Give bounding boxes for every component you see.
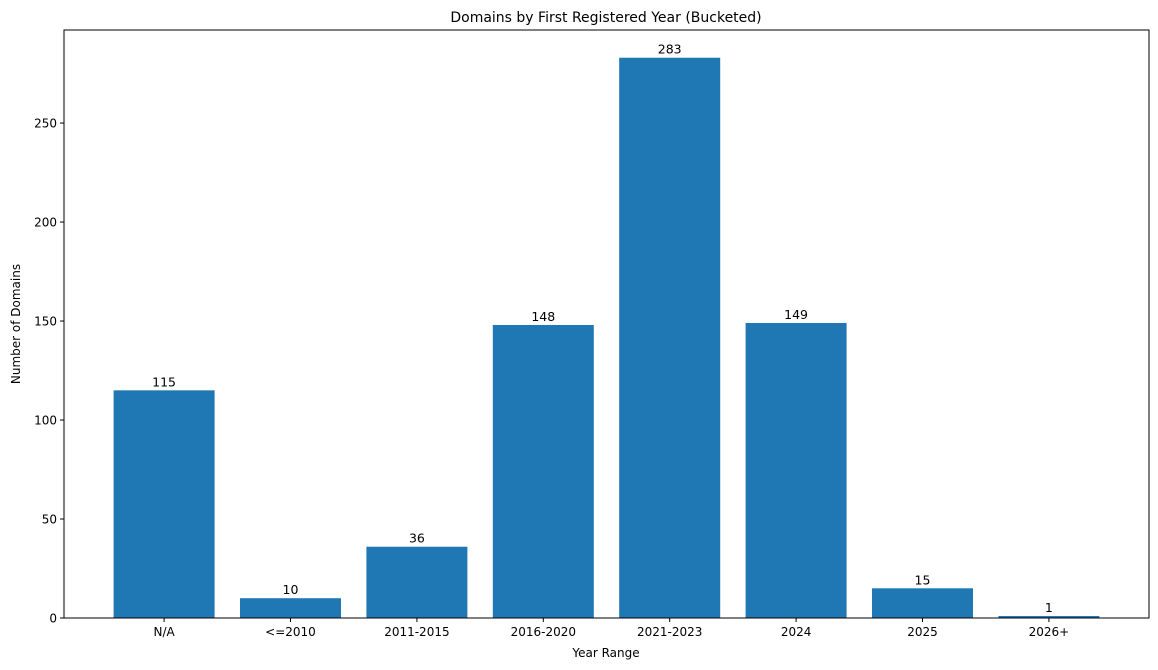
x-tick-label: 2026+ bbox=[1029, 625, 1070, 639]
x-tick-label: 2021-2023 bbox=[637, 625, 702, 639]
y-tick-label: 0 bbox=[49, 612, 57, 626]
y-tick-label: 250 bbox=[34, 117, 57, 131]
x-tick-label: 2011-2015 bbox=[384, 625, 449, 639]
y-tick-label: 50 bbox=[42, 513, 57, 527]
bar-value-label: 148 bbox=[531, 309, 555, 324]
bar bbox=[872, 588, 973, 618]
bar-value-label: 1 bbox=[1045, 600, 1053, 615]
bar-value-label: 149 bbox=[784, 307, 808, 322]
y-tick-label: 200 bbox=[34, 216, 57, 230]
y-tick-label: 150 bbox=[34, 315, 57, 329]
bar bbox=[113, 390, 215, 618]
x-tick-label: 2025 bbox=[907, 625, 938, 639]
bar-value-label: 15 bbox=[915, 572, 931, 587]
bar-value-label: 115 bbox=[152, 374, 176, 389]
y-tick-label: 100 bbox=[34, 414, 57, 428]
chart-title: Domains by First Registered Year (Bucket… bbox=[450, 10, 761, 26]
x-tick-label: 2024 bbox=[781, 625, 812, 639]
x-tick-label: N/A bbox=[153, 625, 175, 639]
bar bbox=[492, 324, 594, 618]
bar bbox=[366, 546, 468, 618]
bar-value-label: 10 bbox=[283, 582, 299, 597]
x-tick-label: <=2010 bbox=[265, 625, 316, 639]
plot-area: 050100150200250115N/A10<=2010362011-2015… bbox=[34, 29, 1150, 639]
bar bbox=[745, 323, 847, 618]
bar bbox=[240, 598, 341, 618]
bar bbox=[998, 616, 1100, 618]
bar-value-label: 283 bbox=[658, 42, 682, 57]
bar-value-label: 36 bbox=[409, 531, 425, 546]
bar bbox=[619, 57, 721, 619]
plot-frame bbox=[63, 29, 1150, 619]
y-axis-label: Number of Domains bbox=[9, 264, 23, 384]
x-axis-label: Year Range bbox=[571, 646, 639, 660]
x-tick-label: 2016-2020 bbox=[511, 625, 576, 639]
